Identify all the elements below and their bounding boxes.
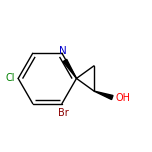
Text: Br: Br [57, 108, 68, 118]
Polygon shape [94, 91, 113, 100]
Text: Cl: Cl [6, 73, 15, 83]
Polygon shape [63, 59, 76, 78]
Text: N: N [59, 46, 67, 56]
Text: OH: OH [115, 93, 130, 103]
